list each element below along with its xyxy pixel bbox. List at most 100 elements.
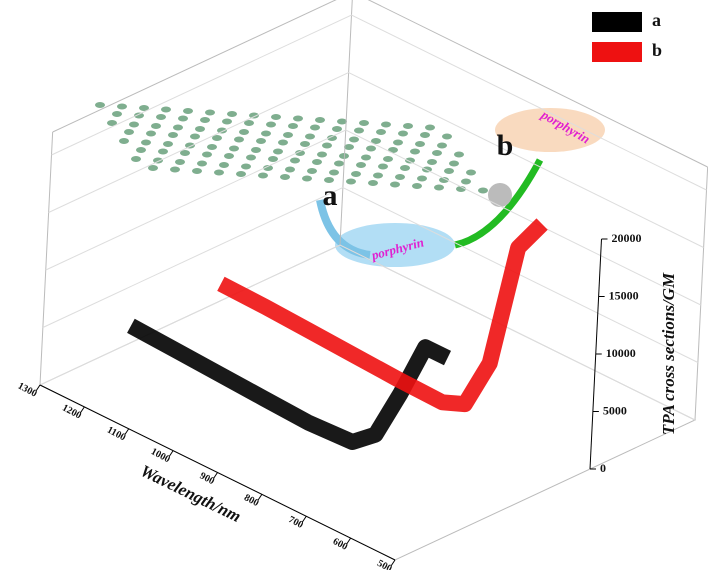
atom xyxy=(437,142,447,149)
atom xyxy=(337,118,347,125)
atom xyxy=(124,129,134,135)
atom xyxy=(449,160,459,167)
atom xyxy=(388,147,398,153)
y-tick-label: 5000 xyxy=(603,403,627,417)
grid-line xyxy=(42,186,699,363)
atom xyxy=(249,112,259,119)
atom xyxy=(217,127,227,134)
x-tick xyxy=(346,537,352,545)
atom xyxy=(271,114,281,120)
atom xyxy=(180,150,190,156)
atom xyxy=(175,159,185,165)
y-tick-label: 10000 xyxy=(606,346,636,360)
x-tick-label: 1200 xyxy=(60,402,83,421)
atom xyxy=(334,160,344,167)
atom xyxy=(246,154,256,161)
atom xyxy=(139,105,149,111)
wall-edge xyxy=(52,0,708,168)
atom xyxy=(148,165,158,171)
x-tick xyxy=(124,428,130,436)
atom xyxy=(312,159,322,165)
x-tick xyxy=(390,559,396,567)
atom xyxy=(197,160,207,167)
ribbon xyxy=(217,218,548,413)
x-tick-label: 1100 xyxy=(105,425,127,444)
x-tick xyxy=(35,384,41,392)
atom xyxy=(405,157,415,164)
atom xyxy=(195,126,205,132)
atom xyxy=(295,150,305,156)
atom xyxy=(261,130,271,137)
atom xyxy=(439,177,449,183)
y-axis-title: TPA cross sections/GM xyxy=(659,272,678,435)
atom xyxy=(200,117,210,123)
atom xyxy=(129,121,139,128)
atom xyxy=(212,135,222,141)
atom xyxy=(432,150,442,156)
atom xyxy=(327,135,337,141)
graphene-illustration xyxy=(95,102,488,194)
atom xyxy=(412,183,422,189)
atom xyxy=(153,157,163,164)
atom xyxy=(444,168,454,174)
atom xyxy=(300,141,310,147)
legend-swatch xyxy=(592,12,642,32)
atom xyxy=(361,154,371,161)
x-tick-label: 1300 xyxy=(16,381,39,400)
atom xyxy=(383,156,393,162)
atom xyxy=(95,102,105,108)
atom xyxy=(349,136,359,143)
annotation: a xyxy=(323,179,338,212)
atom xyxy=(417,175,427,182)
porphyrin-blob xyxy=(495,108,605,152)
atom xyxy=(151,123,161,129)
x-tick-label: 800 xyxy=(242,492,260,509)
atom xyxy=(107,120,117,126)
atom xyxy=(119,138,129,144)
atom xyxy=(134,112,144,119)
atom xyxy=(258,172,268,179)
atom xyxy=(461,178,471,185)
atom xyxy=(403,123,413,129)
grid-line xyxy=(45,129,702,306)
splash xyxy=(316,199,371,259)
x-tick-label: 700 xyxy=(287,514,305,531)
atom xyxy=(117,103,127,110)
x-axis-title: Wavelength/nm xyxy=(137,461,244,526)
atom xyxy=(227,111,237,117)
atom xyxy=(146,130,156,137)
atom xyxy=(373,172,383,179)
atom xyxy=(322,142,332,149)
y-tick-label: 0 xyxy=(600,461,606,475)
atom xyxy=(251,147,261,153)
x-tick-label: 600 xyxy=(331,536,349,553)
x-tick-label: 500 xyxy=(375,558,393,570)
atom xyxy=(307,168,317,174)
x-tick xyxy=(257,494,263,501)
atom xyxy=(356,162,366,168)
atom xyxy=(395,174,405,180)
atom xyxy=(415,141,425,147)
atom xyxy=(285,166,295,173)
grid-line xyxy=(48,71,704,248)
atom xyxy=(346,178,356,185)
atom xyxy=(332,126,342,132)
atom xyxy=(112,111,122,117)
atom xyxy=(141,139,151,146)
atom xyxy=(278,139,288,146)
atom xyxy=(205,109,215,116)
atom xyxy=(310,124,320,131)
annotation: b xyxy=(497,129,514,162)
atom xyxy=(288,123,298,129)
atom xyxy=(158,148,168,155)
atom xyxy=(368,180,378,186)
atom xyxy=(202,151,212,158)
atom xyxy=(354,127,364,134)
atom xyxy=(400,165,410,171)
atom xyxy=(381,121,391,128)
atom xyxy=(156,114,166,120)
atom xyxy=(136,147,146,153)
atom xyxy=(163,141,173,147)
y-tick-label: 15000 xyxy=(609,288,639,302)
